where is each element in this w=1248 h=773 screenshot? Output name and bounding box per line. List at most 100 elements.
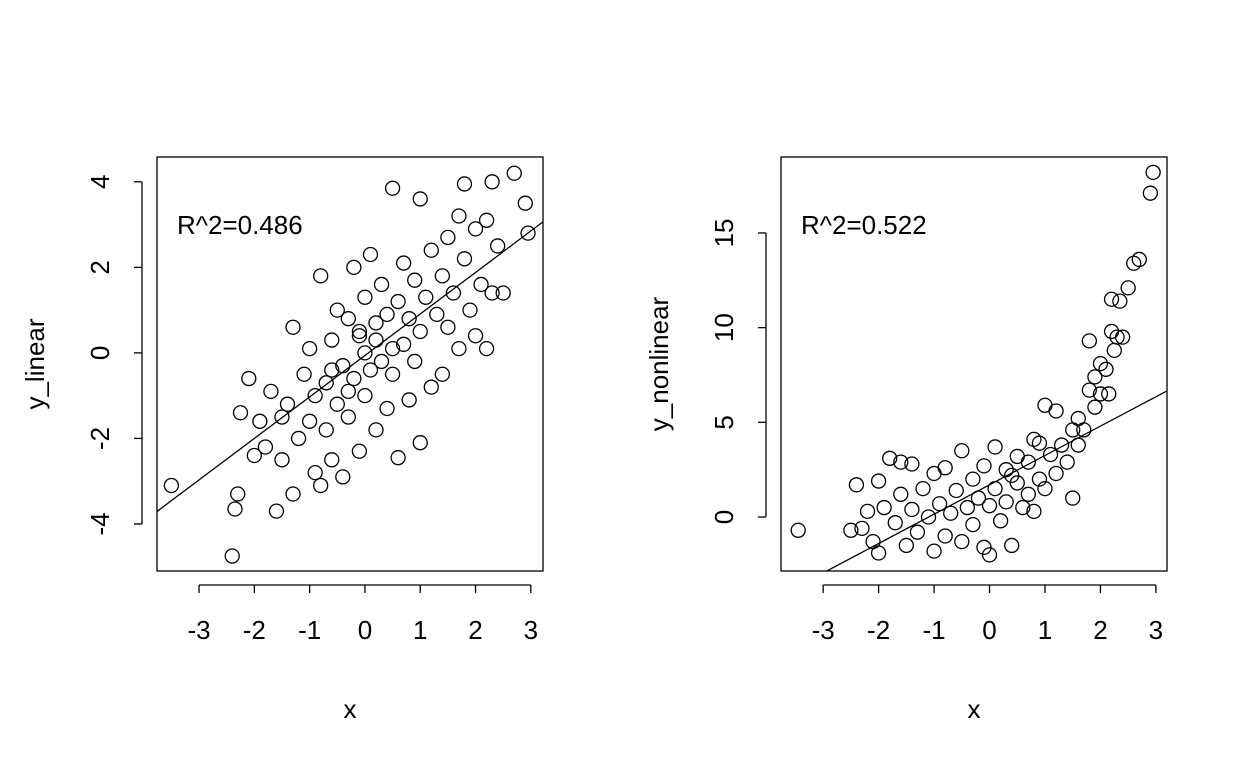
fit-line [825,390,1167,571]
point [307,464,323,481]
point [1048,465,1064,482]
point [859,503,876,519]
point [843,522,859,538]
point [340,383,356,400]
point [252,413,268,429]
x-tick-label: -2 [867,615,890,645]
point [490,238,506,254]
x-tick-label: 0 [982,615,996,645]
point [301,340,318,357]
point [318,422,334,438]
x-tick-label: 1 [1038,615,1052,645]
point [368,422,384,438]
point [456,176,473,192]
point [520,225,536,241]
point [324,362,340,378]
point [232,405,249,421]
point [462,302,478,318]
point [893,454,909,470]
point [506,165,522,181]
point [407,353,423,370]
y-axis-title: y_nonlinear [644,296,674,431]
point [1109,329,1125,345]
point [1059,454,1075,470]
point [495,285,511,301]
plot-frame [156,156,544,572]
point [313,268,329,284]
point [965,471,981,487]
point [937,460,953,476]
point [1112,293,1128,309]
point [926,465,942,482]
point [1053,437,1070,453]
point [1031,435,1048,451]
point [904,501,920,518]
point [324,332,340,348]
point [384,366,401,382]
point [351,443,368,459]
point [987,480,1003,497]
point [373,353,390,370]
point [329,302,345,318]
point [401,392,417,408]
point [340,409,356,425]
point [412,323,428,340]
point [163,477,180,494]
point [456,251,473,267]
point [1142,185,1159,201]
point [992,513,1009,529]
point [324,452,340,468]
point [1131,251,1147,268]
point [1087,369,1103,385]
point [790,522,806,538]
point [1103,291,1120,307]
point [395,336,412,352]
point [981,547,998,563]
point [335,469,351,485]
point [937,528,953,544]
point [1103,323,1120,340]
point [429,306,445,323]
point [412,435,428,451]
point [423,379,439,395]
y-tick-label: 15 [709,218,739,247]
point [898,537,914,554]
point [909,524,926,540]
x-tick-label: 3 [1149,615,1163,645]
point [263,383,279,400]
point [473,276,489,293]
point [357,345,373,361]
y-tick-label: 10 [709,313,739,342]
point [451,208,467,224]
y-tick-label: 5 [709,415,739,429]
point [1037,397,1053,413]
point [1004,537,1020,554]
point [954,443,970,459]
point [412,191,428,207]
point [998,494,1014,510]
y-tick-label: 4 [85,175,115,189]
point [401,311,417,327]
panel: -3 -2 -1 0 1 2 3 0 5 10 15 x y_nonlinear R^2=0.522 [644,156,1168,724]
point [478,212,495,228]
point [379,306,395,323]
point [854,520,870,537]
point [351,323,368,340]
point [373,276,390,293]
point [976,458,992,474]
point [478,340,495,357]
point [904,456,920,472]
x-tick-label: 3 [524,615,538,645]
point [893,486,909,502]
point [1004,467,1020,484]
point [998,462,1014,478]
y-tick-label: 0 [85,346,115,360]
point [1106,342,1122,359]
y-tick-label: 2 [85,260,115,274]
point [384,180,401,196]
point [440,319,456,335]
point [1015,499,1031,516]
point [987,439,1003,455]
point [407,272,423,288]
